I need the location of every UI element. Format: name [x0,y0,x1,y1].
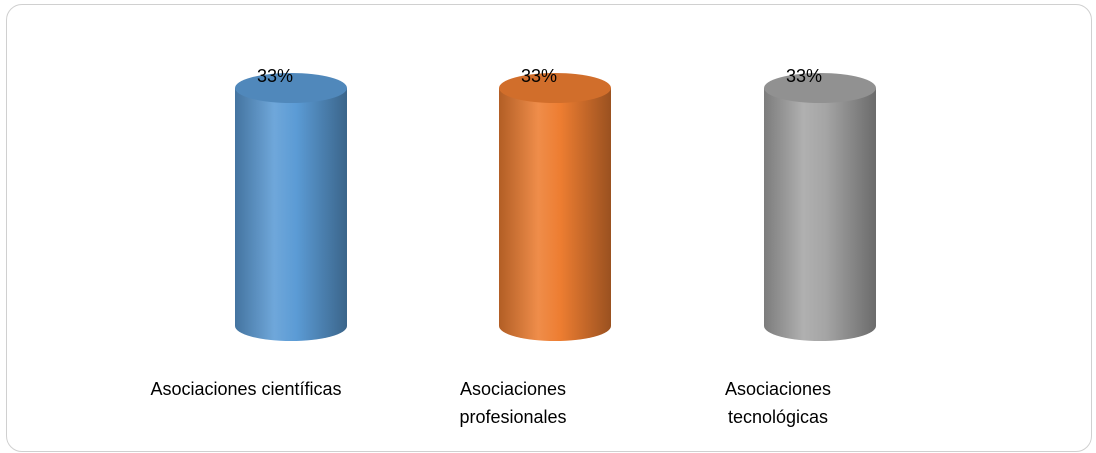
category-label-line: profesionales [459,407,567,427]
category-label-2: Asociaciones profesionales [403,375,623,431]
bar-cylinder-3 [764,88,876,341]
category-label-3: Asociaciones tecnológicas [668,375,888,431]
bar-cylinder-top-3 [764,73,876,103]
category-label-line: Asociaciones [459,379,567,399]
bar-group [235,73,876,341]
category-label-line: Asociaciones [724,379,832,399]
bar-cylinder-top-1 [235,73,347,103]
data-label-1: 33% [257,66,293,86]
bar-cylinder-2 [499,88,611,341]
bar-cylinder-1 [235,88,347,341]
category-label-line: tecnológicas [727,407,829,427]
data-label-3: 33% [786,66,822,86]
category-label-1: Asociaciones científicas [136,375,356,403]
bar-cylinder-top-2 [499,73,611,103]
data-label-2: 33% [521,66,557,86]
category-label-line: Asociaciones científicas [150,379,342,399]
data-label-group: 33% 33% 33% [257,66,822,86]
